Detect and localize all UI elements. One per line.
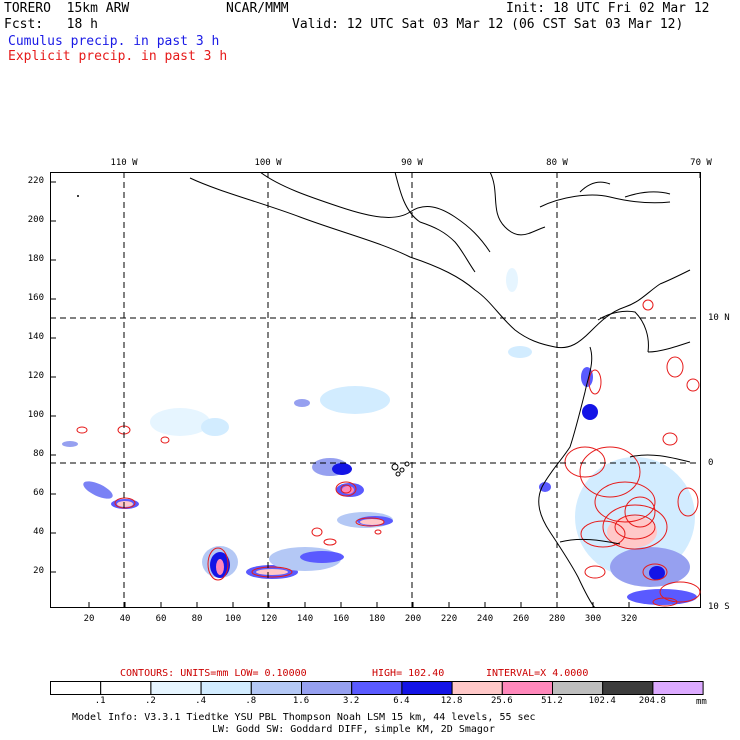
colorbar-swatch [451, 681, 503, 695]
colorbar-label: 3.2 [343, 696, 360, 706]
colorbar-swatch [100, 681, 152, 695]
physics-info: LW: Godd SW: Goddard DIFF, simple KM, 2D… [212, 724, 495, 735]
x-tick-label: 60 [155, 614, 167, 624]
colorbar-label: .2 [144, 696, 156, 706]
center-label: NCAR/MMM [226, 1, 289, 16]
latlon-grid [50, 172, 701, 608]
x-tick-label: 160 [332, 614, 350, 624]
galapagos-islands [391, 461, 410, 477]
forecast-hour: Fcst: 18 h [4, 17, 98, 32]
cumulus-legend: Cumulus precip. in past 3 h [8, 34, 220, 49]
y-tick-label: 80 [33, 449, 44, 459]
colorbar-label: .1 [94, 696, 106, 706]
colorbar-swatch [200, 681, 252, 695]
colorbar [50, 681, 704, 695]
lon-label: 100 W [254, 158, 282, 168]
lat-label: 10 N [708, 313, 730, 323]
colorbar-swatch [150, 681, 202, 695]
y-tick-label: 140 [27, 332, 44, 342]
colorbar-swatch [50, 681, 102, 695]
colorbar-swatch [250, 681, 303, 695]
colorbar-label: 12.8 [440, 696, 463, 706]
x-tick-label: 80 [191, 614, 203, 624]
contour-high: HIGH= 102.40 [372, 668, 445, 679]
y-tick-label: 200 [27, 215, 44, 225]
y-tick-label: 180 [27, 254, 44, 264]
colorbar-swatch [552, 681, 604, 695]
colorbar-label: 1.6 [292, 696, 310, 706]
x-tick-label: 220 [440, 614, 458, 624]
explicit-precip-areas [117, 486, 657, 575]
colorbar-label: 51.2 [541, 696, 563, 706]
lon-label: 110 W [110, 158, 138, 168]
colorbar-label: .8 [245, 696, 257, 706]
colorbar-swatch [501, 681, 553, 695]
colorbar-label: 204.8 [638, 696, 666, 706]
init-time: Init: 18 UTC Fri 02 Mar 12 [506, 1, 710, 16]
coastlines [189, 172, 691, 608]
y-tick-label: 100 [27, 410, 44, 420]
island-dot [77, 195, 79, 197]
x-tick-label: 120 [260, 614, 278, 624]
precip-map [50, 172, 701, 608]
lat-label: 0 [708, 458, 714, 468]
x-tick-label: 40 [119, 614, 131, 624]
explicit-legend: Explicit precip. in past 3 h [8, 49, 228, 64]
colorbar-swatch [401, 681, 453, 695]
x-tick-label: 140 [296, 614, 314, 624]
y-tick-label: 20 [33, 566, 44, 576]
x-tick-label: 200 [404, 614, 422, 624]
x-tick-label: 240 [476, 614, 494, 624]
x-tick-label: 260 [512, 614, 530, 624]
x-tick-label: 320 [620, 614, 638, 624]
explicit-precip-contours [76, 299, 701, 607]
colorbar-swatch [351, 681, 403, 695]
lon-label: 70 W [690, 158, 712, 168]
x-tick-label: 180 [368, 614, 386, 624]
colorbar-label: .4 [195, 696, 207, 706]
y-tick-label: 40 [33, 527, 44, 537]
colorbar-label: 6.4 [393, 696, 410, 706]
lon-label: 80 W [546, 158, 568, 168]
lat-label: 10 S [708, 602, 730, 612]
contour-interval: INTERVAL=X 4.0000 [486, 668, 589, 679]
colorbar-swatch [602, 681, 654, 695]
model-info: Model Info: V3.3.1 Tiedtke YSU PBL Thomp… [72, 712, 536, 723]
y-tick-label: 220 [27, 176, 44, 186]
y-tick-label: 120 [27, 371, 44, 381]
colorbar-label: 25.6 [490, 696, 513, 706]
colorbar-swatch [301, 681, 353, 695]
x-tick-label: 100 [224, 614, 242, 624]
contour-units: CONTOURS: UNITS=mm LOW= 0.10000 [120, 668, 307, 679]
valid-time: Valid: 12 UTC Sat 03 Mar 12 (06 CST Sat … [292, 17, 684, 32]
colorbar-unit: mm [696, 697, 707, 707]
y-tick-label: 60 [33, 488, 44, 498]
lon-label: 90 W [401, 158, 423, 168]
colorbar-swatch [652, 681, 704, 695]
x-tick-label: 20 [83, 614, 95, 624]
y-tick-label: 160 [27, 293, 44, 303]
x-tick-label: 300 [584, 614, 602, 624]
colorbar-label: 102.4 [588, 696, 616, 706]
model-title: TORERO 15km ARW [4, 1, 130, 16]
x-tick-label: 280 [548, 614, 566, 624]
